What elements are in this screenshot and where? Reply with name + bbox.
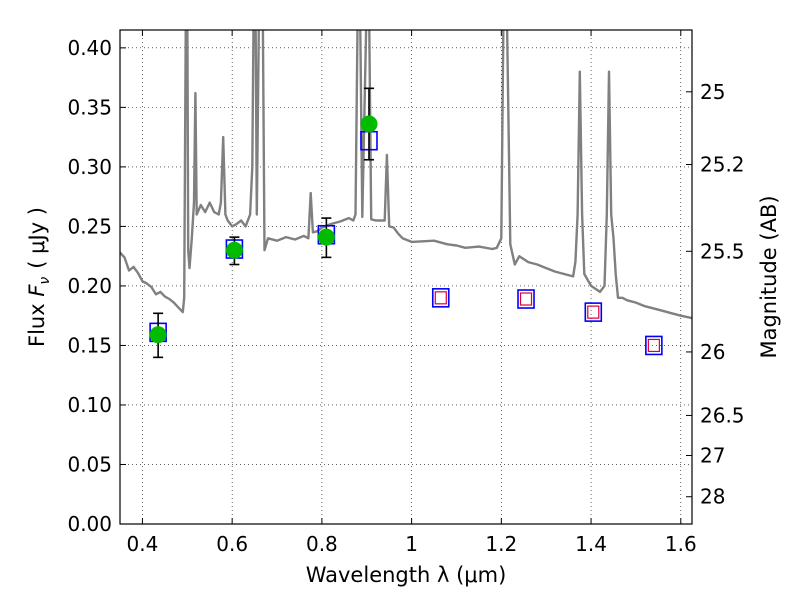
observed-point	[317, 228, 335, 246]
x-axis-label: Wavelength λ (μm)	[306, 563, 507, 587]
y-tick-label: 0.00	[67, 512, 112, 536]
limit-box-marker	[519, 292, 533, 306]
plot-area	[120, 30, 692, 359]
y2-tick-label: 26.5	[700, 403, 745, 427]
y2-tick-label: 28	[700, 485, 725, 509]
y-axis-label-subscript: ν	[37, 277, 53, 285]
y-axis-label: Flux Fν ( μJy )	[25, 207, 53, 347]
y-tick-label: 0.40	[67, 36, 112, 60]
x-tick-label: 1.4	[575, 532, 607, 556]
grid	[120, 30, 692, 525]
y2-tick-label: 25.2	[700, 153, 745, 177]
x-tick-label: 1.6	[665, 532, 697, 556]
limit-box-marker	[647, 338, 660, 353]
plot-frame	[119, 29, 693, 525]
spectrum-line	[120, 30, 692, 320]
model-box-marker	[645, 335, 663, 356]
y-tick-label: 0.35	[67, 95, 112, 119]
y-tick-label: 0.25	[67, 214, 112, 238]
limit-box-marker	[434, 291, 447, 305]
model-box-marker	[431, 288, 450, 308]
y-tick-label: 0.10	[67, 393, 112, 417]
observed-point	[225, 241, 243, 259]
y2-tick-label: 26	[700, 340, 725, 364]
y2-axis-label: Magnitude (AB)	[757, 195, 781, 358]
y2-tick-label: 25	[700, 80, 725, 104]
y2-tick-label: 27	[700, 444, 725, 468]
x-tick-label: 1	[405, 532, 418, 556]
y-tick-label: 0.15	[67, 333, 112, 357]
x-tick-label: 1.2	[485, 532, 517, 556]
observed-point	[360, 115, 378, 133]
y-axis-label-prefix: Flux	[25, 297, 49, 347]
limit-box-marker	[587, 305, 600, 319]
observed-point	[149, 326, 167, 344]
y-tick-label: 0.05	[67, 452, 112, 476]
y-axis-label-symbol: F	[25, 284, 49, 297]
x-tick-label: 0.6	[216, 532, 248, 556]
x-tick-label: 0.4	[127, 532, 159, 556]
model-box-marker	[584, 302, 603, 322]
model-box-marker	[517, 289, 535, 309]
y2-tick-label: 25.5	[700, 239, 745, 263]
x-tick-label: 0.8	[306, 532, 338, 556]
axis-ticks: 0.4 0.6 0.8 1 1.2 1.4 1.6 0.00 0.05 0.10 0.15 0.20 0…	[67, 30, 745, 556]
y-axis-label-unit: ( μJy )	[25, 207, 49, 269]
y-tick-label: 0.30	[67, 155, 112, 179]
y-tick-label: 0.20	[67, 274, 112, 298]
